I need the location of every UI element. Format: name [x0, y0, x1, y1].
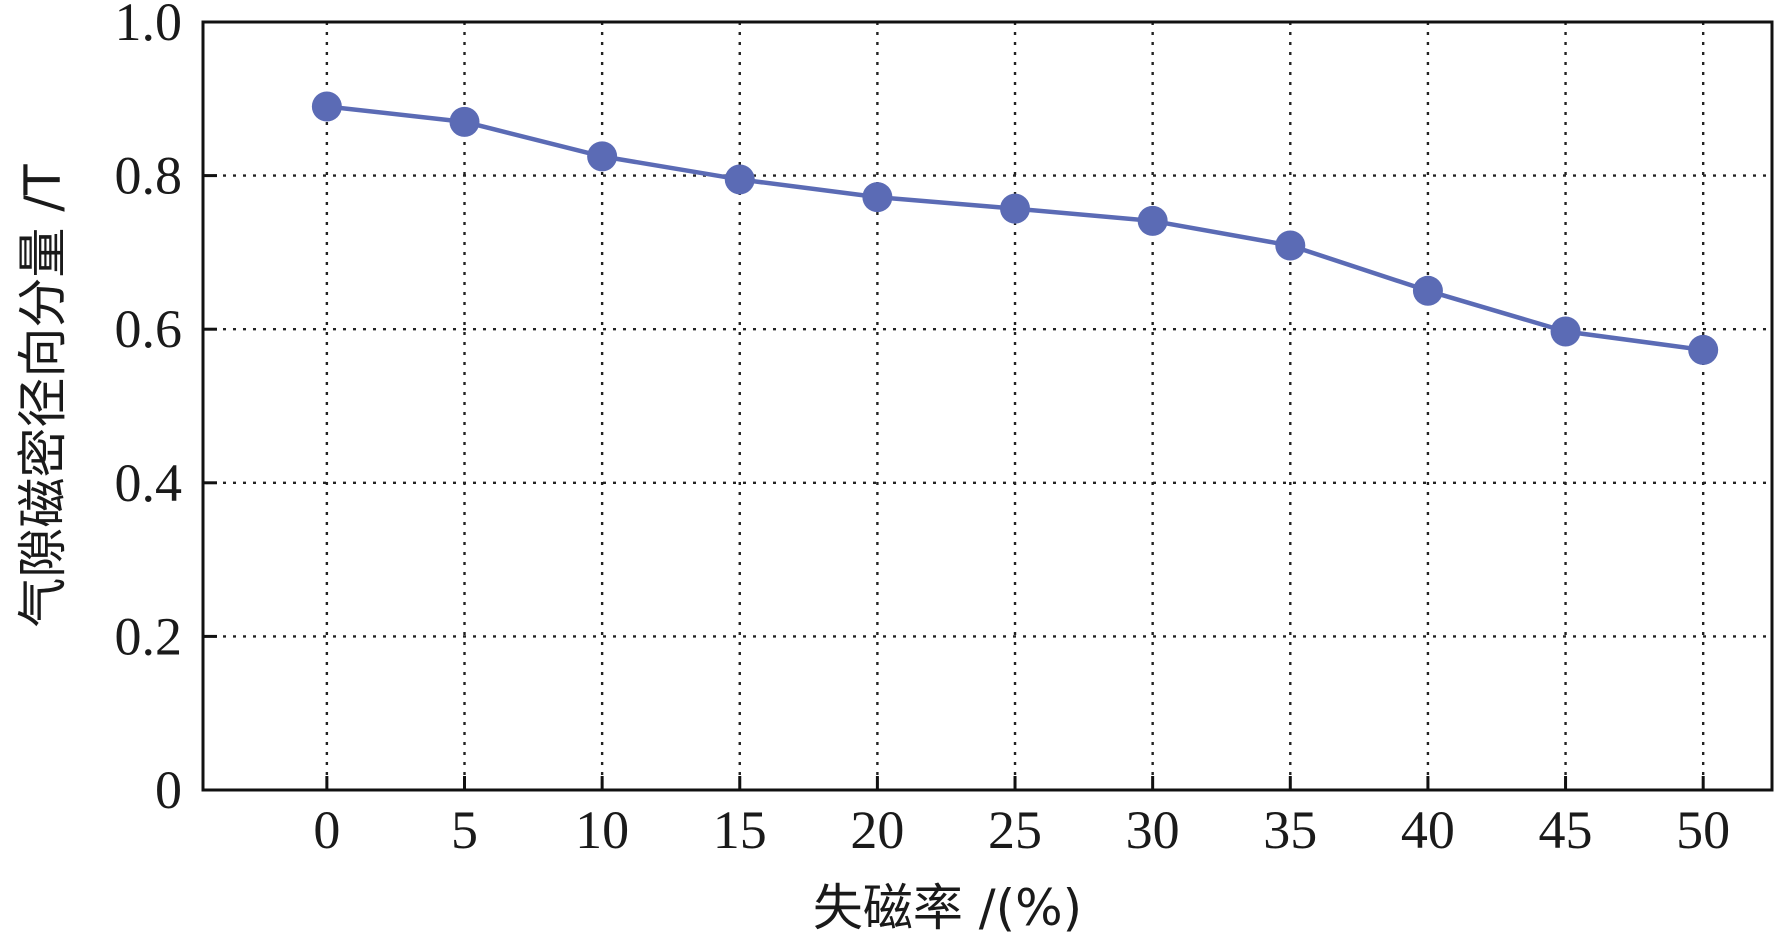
- y-axis-title: 气隙磁密径向分量 /T: [14, 164, 72, 628]
- x-tick-label: 30: [1126, 800, 1180, 860]
- data-point: [862, 182, 893, 213]
- data-point: [1412, 275, 1443, 306]
- x-tick-label: 35: [1263, 800, 1317, 860]
- tick-labels: 0 5 10 15 20 25 30 35 40 45 50 0 0.2 0.4 0.6 0.8 1.0: [115, 0, 1731, 860]
- data-point: [1550, 316, 1581, 347]
- x-tick-label: 0: [313, 800, 340, 860]
- y-tick-label: 0.4: [115, 453, 183, 513]
- x-tick-label: 15: [713, 800, 767, 860]
- x-tick-label: 20: [850, 800, 904, 860]
- x-tick-label: 5: [451, 800, 478, 860]
- plot-frame: [201, 20, 1774, 792]
- x-tick-label: 25: [988, 800, 1042, 860]
- grid-lines: [203, 22, 1772, 790]
- data-series: [311, 91, 1719, 365]
- data-point: [1688, 334, 1719, 365]
- y-tick-label: 0.8: [115, 146, 183, 206]
- y-tick-label: 0.2: [115, 606, 183, 666]
- x-axis-title: 失磁率 /(%): [813, 879, 1082, 937]
- x-tick-label: 45: [1539, 800, 1593, 860]
- axis-ticks: [203, 20, 1705, 792]
- data-point: [724, 164, 755, 195]
- data-point: [1000, 193, 1031, 224]
- data-point: [1275, 230, 1306, 261]
- x-tick-label: 40: [1401, 800, 1455, 860]
- y-tick-label: 1.0: [115, 0, 183, 52]
- y-tick-label: 0: [155, 760, 182, 820]
- data-point: [311, 91, 342, 122]
- y-tick-label: 0.6: [115, 299, 183, 359]
- x-tick-label: 50: [1676, 800, 1730, 860]
- data-point: [449, 106, 480, 137]
- data-point: [587, 141, 618, 172]
- data-point: [1137, 205, 1168, 236]
- x-tick-label: 10: [575, 800, 629, 860]
